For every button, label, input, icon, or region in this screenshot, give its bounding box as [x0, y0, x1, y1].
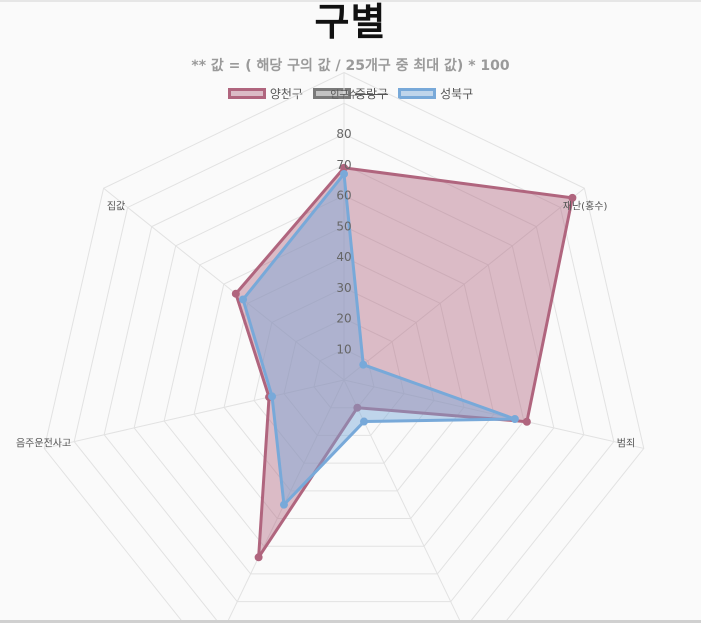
tick-label: 30	[336, 281, 351, 295]
radar-series	[231, 163, 577, 562]
legend-item-yangcheon[interactable]: 양천구	[227, 85, 303, 102]
series-point-2	[239, 295, 248, 304]
series-point-2	[340, 169, 348, 178]
series-point-2	[360, 417, 369, 426]
tick-label: 40	[336, 250, 351, 264]
top-border	[0, 0, 701, 2]
series-point-0	[231, 289, 240, 298]
series-point-0	[254, 553, 263, 562]
legend-swatch-jungnang	[312, 88, 351, 99]
axis-label: 집값	[107, 201, 125, 213]
grid-ring	[73, 102, 615, 623]
grid-spoke	[103, 187, 345, 381]
axis-label: 범죄	[617, 437, 635, 449]
axis-label: 인구수	[330, 89, 358, 101]
bottom-border	[0, 620, 701, 623]
legend-label-seongbuk: 성북구	[440, 87, 474, 101]
tick-label: 80	[336, 127, 351, 141]
grid-ring	[283, 317, 405, 436]
grid-spoke	[343, 379, 462, 623]
legend: 양천구 중랑구 성북구	[0, 85, 701, 102]
legend-label-jungnang: 중랑구	[354, 87, 389, 101]
series-point-0	[353, 403, 362, 412]
tick-label: 60	[336, 189, 351, 203]
series-point-2	[268, 392, 277, 401]
axis-label: 음주운전사고	[16, 437, 71, 449]
tick-label: 70	[336, 158, 351, 172]
chart-subtitle: ** 값 = ( 해당 구의 값 / 25개구 중 최대 값) * 100	[191, 58, 510, 74]
grid-ring	[163, 194, 525, 547]
legend-item-jungnang[interactable]: 중랑구	[312, 85, 389, 102]
grid-ring	[253, 287, 435, 464]
series-area-0	[234, 166, 574, 559]
series-point-2	[510, 415, 519, 424]
legend-label-yangcheon: 양천구	[269, 87, 303, 101]
tick-label: 20	[336, 312, 351, 326]
legend-swatch-yangcheon	[227, 88, 266, 99]
grid-spoke	[226, 379, 345, 623]
grid-spoke	[343, 379, 644, 449]
grid-ring	[103, 133, 585, 603]
radar-tick-labels: 10 20 30 40 50 60 70 80	[336, 127, 351, 356]
chart-title: 구별	[314, 0, 387, 44]
series-area-2	[241, 172, 517, 507]
series-point-0	[522, 417, 531, 426]
radar-grid	[43, 71, 645, 623]
grid-ring	[43, 71, 645, 623]
legend-swatch-seongbuk	[398, 88, 437, 99]
axis-label: 재난(홍수)	[563, 200, 608, 213]
grid-spoke	[44, 379, 345, 449]
tick-label: 50	[336, 219, 351, 233]
grid-ring	[193, 225, 495, 520]
series-point-2	[279, 500, 288, 509]
series-point-2	[359, 360, 368, 369]
series-point-0	[568, 193, 577, 202]
grid-spoke	[343, 187, 585, 381]
tick-label: 10	[336, 342, 351, 356]
legend-item-seongbuk[interactable]: 성북구	[398, 85, 473, 102]
grid-ring	[133, 164, 555, 575]
